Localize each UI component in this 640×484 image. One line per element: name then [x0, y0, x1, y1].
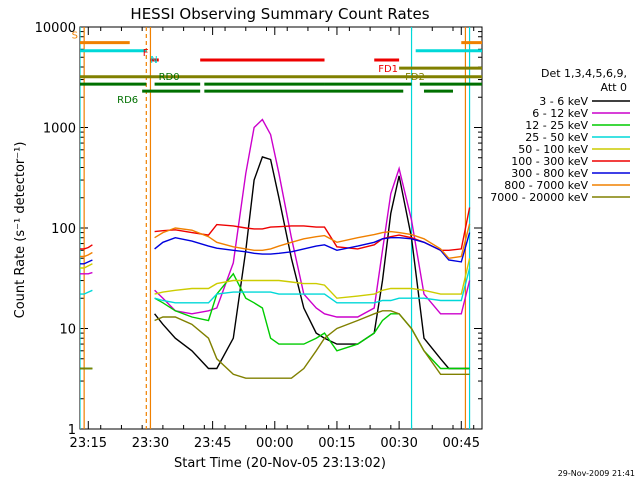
y-tick-label: 1000 [43, 122, 76, 137]
legend-entry-label: 3 - 6 keV [539, 95, 588, 108]
plot-area: 1 10 100 1000 10000 23:15 23:30 23:45 00:00 00:15… [35, 21, 483, 451]
legend-title-line2: Att 0 [601, 81, 627, 94]
legend-entry-label: 12 - 25 keV [525, 119, 588, 132]
y-axis-label: Count Rate (s⁻¹ detector⁻¹) [13, 142, 28, 319]
footer-date: 29-Nov-2009 21:41 [558, 469, 635, 478]
series-line [80, 258, 471, 299]
legend-entry-label: 7000 - 20000 keV [490, 191, 588, 204]
series-line [80, 310, 470, 379]
legend-title-line1: Det 1,3,4,5,6,9, [541, 67, 627, 80]
legend-entry-label: 300 - 800 keV [511, 167, 588, 180]
chart-title: HESSI Observing Summary Count Rates [130, 5, 429, 23]
flag-bar-label: S [72, 31, 78, 42]
x-tick-label: 00:45 [443, 436, 480, 451]
legend-entry-label: 25 - 50 keV [525, 131, 588, 144]
x-tick-label: 23:15 [70, 436, 107, 451]
y-tick-label: 100 [51, 222, 76, 237]
series-line [80, 223, 471, 260]
legend-entry-label: 50 - 100 keV [518, 143, 588, 156]
x-tick-label: 00:15 [318, 436, 355, 451]
y-tick-label: 10 [59, 323, 76, 338]
series-line [80, 267, 471, 304]
legend-entry-label: 800 - 7000 keV [504, 179, 588, 192]
legend-entry-label: 6 - 12 keV [532, 107, 588, 120]
x-axis-label: Start Time (20-Nov-05 23:13:02) [174, 456, 386, 471]
flag-bar-label: RD0 [159, 72, 180, 83]
x-tick-label: 00:30 [380, 436, 417, 451]
flag-bar-label: F [143, 48, 149, 59]
flag-bar-label: RD6 [117, 95, 138, 106]
flag-bar-label: N [150, 55, 157, 66]
y-tick-label: 1 [68, 423, 76, 438]
x-tick-label: 23:30 [132, 436, 169, 451]
plot-frame [79, 26, 483, 430]
legend-entry-label: 100 - 300 keV [511, 155, 588, 168]
x-tick-label: 00:00 [256, 436, 293, 451]
series-line [80, 232, 471, 265]
x-tick-label: 23:45 [194, 436, 231, 451]
y-tick-label: 10000 [35, 21, 76, 36]
flag-bar-label: FD2 [405, 72, 425, 83]
flag-bar-label: FD1 [378, 64, 398, 75]
plot-content [80, 27, 482, 429]
